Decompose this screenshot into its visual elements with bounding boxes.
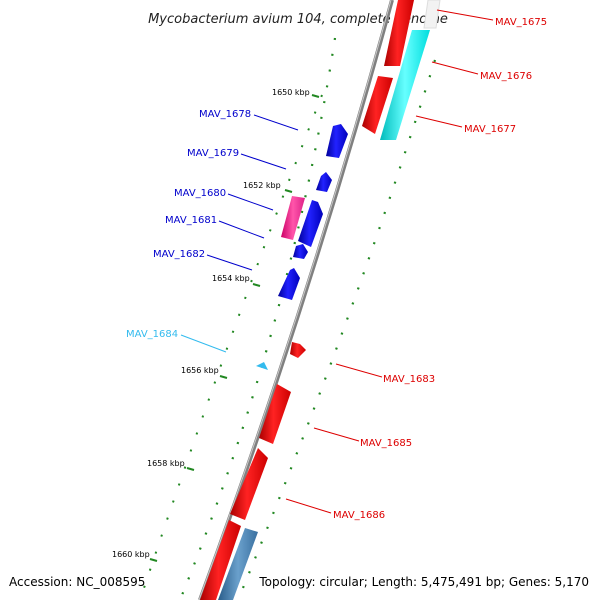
gene-mav-1680[interactable] [281,196,305,240]
label-mav-1678: MAV_1678 [199,109,251,120]
label-mav-1685: MAV_1685 [360,438,412,449]
gene-mav-1678[interactable] [326,124,348,158]
gene-mav-1675[interactable] [384,0,414,66]
gene-mav-1685[interactable] [259,384,291,444]
accession-text: Accession: NC_008595 [9,575,145,589]
forward-genes [200,0,441,600]
gene-blue-lower[interactable] [278,268,300,300]
label-mav-1683: MAV_1683 [383,374,435,385]
map-title: Mycobacterium avium 104, complete genome [148,12,448,27]
gene-mav-1684[interactable] [256,362,268,370]
label-mav-1676: MAV_1676 [480,71,532,82]
kbp-marker-1654: 1654 kbp [212,274,250,283]
gene-mav-1686[interactable] [230,448,268,520]
gene-bottom-red[interactable] [200,520,241,600]
kbp-marker-1660: 1660 kbp [112,550,150,559]
gene-mav-1677[interactable] [362,76,393,134]
gene-top-white[interactable] [423,0,441,29]
kbp-markers: 1650 kbp 1652 kbp 1654 kbp 1656 kbp 1658… [112,88,320,562]
gene-mav-1676[interactable] [380,30,430,140]
gene-mav-1682[interactable] [293,244,308,259]
label-leaders [180,9,494,514]
genome-backbone [198,0,394,600]
label-mav-1679: MAV_1679 [187,148,239,159]
label-mav-1680: MAV_1680 [174,188,226,199]
label-mav-1677: MAV_1677 [464,124,516,135]
label-mav-1682: MAV_1682 [153,249,205,260]
kbp-marker-1650: 1650 kbp [272,88,310,97]
genome-backbone-highlight [198,0,392,600]
label-mav-1675: MAV_1675 [495,17,547,28]
gene-mav-1679[interactable] [316,172,332,192]
outer-tick-arc [178,37,337,600]
label-mav-1684: MAV_1684 [126,329,178,340]
kbp-marker-1656: 1656 kbp [181,366,219,375]
gene-mav-1683[interactable] [290,342,306,358]
gene-mav-1681[interactable] [298,200,323,247]
kbp-marker-1658: 1658 kbp [147,459,185,468]
label-mav-1686: MAV_1686 [333,510,385,521]
reverse-genes [256,124,348,370]
gene-labels: MAV_1675 MAV_1676 MAV_1677 MAV_1683 MAV_… [126,17,547,521]
gene-bottom-steel[interactable] [218,528,258,600]
genome-summary-text: Topology: circular; Length: 5,475,491 bp… [258,575,589,589]
kbp-marker-1652: 1652 kbp [243,181,281,190]
label-mav-1681: MAV_1681 [165,215,217,226]
